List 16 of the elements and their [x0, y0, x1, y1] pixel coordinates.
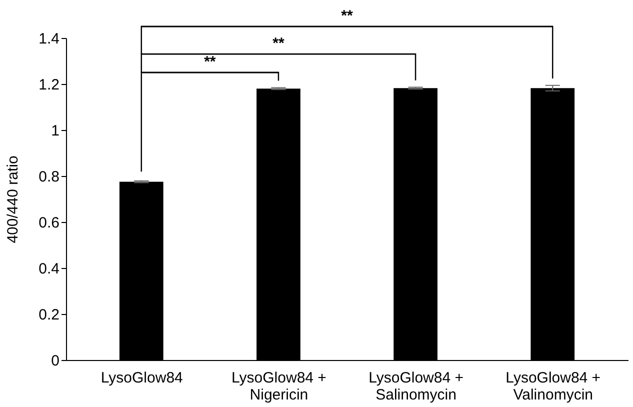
x-tick-label: LysoGlow84 + Valinomycin: [506, 370, 601, 404]
annotation: **: [204, 54, 216, 70]
y-tick-label: 0.8: [38, 168, 60, 186]
x-tick-label: LysoGlow84 + Nigericin: [232, 370, 327, 404]
annotation: **: [272, 35, 284, 52]
y-tick-label: 0.6: [38, 214, 60, 232]
y-tick-label: 0.4: [38, 260, 60, 278]
x-tick-label: LysoGlow84 + Salinomycin: [368, 370, 464, 404]
y-tick-label: 1.2: [38, 76, 60, 94]
y-tick-label: 1.4: [38, 30, 60, 48]
text: **: [341, 8, 353, 24]
x-tick-label: LysoGlow84: [100, 370, 183, 386]
y-tick-label: 1: [51, 122, 60, 140]
y-axis-title: 400/440 ratio: [4, 156, 22, 244]
y-tick-label: 0: [51, 352, 60, 370]
y-tick-label: 0.2: [38, 306, 60, 324]
